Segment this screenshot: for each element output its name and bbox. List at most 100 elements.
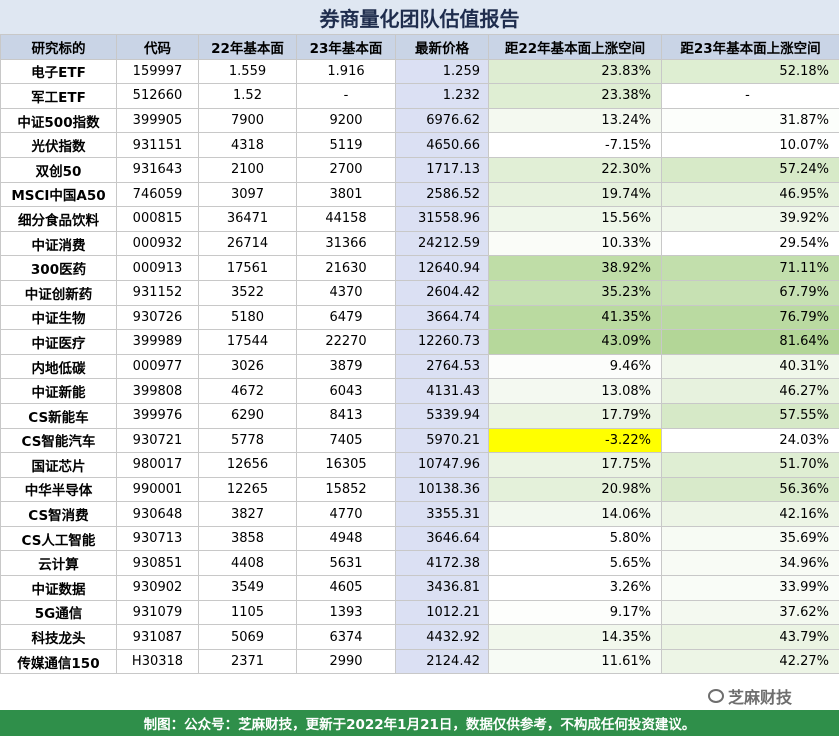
cell-upside-22: 5.65% <box>488 550 662 577</box>
header-fundamental-23: 23年基本面 <box>296 34 396 60</box>
cell-latest-price: 2586.52 <box>395 181 489 208</box>
cell-fundamental-23: 2700 <box>296 156 396 183</box>
cell-name: 中证500指数 <box>0 107 117 134</box>
cell-upside-23: 29.54% <box>661 230 839 257</box>
cell-fundamental-22: 6290 <box>198 402 297 429</box>
cell-upside-22: 10.33% <box>488 230 662 257</box>
cell-code: 000913 <box>116 255 199 281</box>
cell-name: CS新能车 <box>0 402 117 429</box>
cell-latest-price: 4650.66 <box>395 132 489 158</box>
cell-fundamental-22: 1105 <box>198 599 297 626</box>
cell-name: 细分食品饮料 <box>0 206 117 232</box>
cell-upside-22: 9.46% <box>488 353 662 380</box>
cell-latest-price: 12640.94 <box>395 255 489 281</box>
cell-latest-price: 3646.64 <box>395 525 489 552</box>
cell-upside-22: 35.23% <box>488 279 662 306</box>
cell-fundamental-22: 4408 <box>198 550 297 577</box>
cell-name: 传媒通信150 <box>0 648 117 675</box>
cell-name: 双创50 <box>0 156 117 183</box>
cell-fundamental-23: 44158 <box>296 206 396 232</box>
table-row: 中证数据 930902 3549 4605 3436.81 3.26% 33.99% <box>0 575 839 601</box>
cell-fundamental-23: 15852 <box>296 476 396 503</box>
cell-code: 399976 <box>116 402 199 429</box>
cell-latest-price: 2764.53 <box>395 353 489 380</box>
cell-code: 000977 <box>116 353 199 380</box>
cell-upside-22: 11.61% <box>488 648 662 675</box>
cell-upside-23: 10.07% <box>661 132 839 158</box>
cell-upside-23: 57.24% <box>661 156 839 183</box>
cell-code: 931152 <box>116 279 199 306</box>
cell-name: 国证芯片 <box>0 452 117 478</box>
table-row: 中证消费 000932 26714 31366 24212.59 10.33% 29.54% <box>0 230 839 257</box>
cell-fundamental-22: 17561 <box>198 255 297 281</box>
cell-code: 399905 <box>116 107 199 134</box>
cell-code: 930851 <box>116 550 199 577</box>
table-row: CS智消费 930648 3827 4770 3355.31 14.06% 42.16% <box>0 501 839 527</box>
cell-upside-22: 15.56% <box>488 206 662 232</box>
cell-upside-23: 42.16% <box>661 501 839 527</box>
cell-code: 931087 <box>116 624 199 650</box>
cell-fundamental-22: 3549 <box>198 575 297 601</box>
cell-code: H30318 <box>116 648 199 675</box>
cell-name: 中证医疗 <box>0 329 117 355</box>
cell-latest-price: 4131.43 <box>395 378 489 404</box>
table-row: CS新能车 399976 6290 8413 5339.94 17.79% 57.55% <box>0 402 839 429</box>
cell-fundamental-22: 17544 <box>198 329 297 355</box>
cell-fundamental-22: 2371 <box>198 648 297 675</box>
cell-fundamental-23: 22270 <box>296 329 396 355</box>
cell-upside-22: 38.92% <box>488 255 662 281</box>
table-row: 5G通信 931079 1105 1393 1012.21 9.17% 37.62% <box>0 599 839 626</box>
cell-name: 5G通信 <box>0 599 117 626</box>
wechat-icon <box>708 689 724 703</box>
cell-fundamental-22: 12656 <box>198 452 297 478</box>
footer-note: 制图：公众号：芝麻财技，更新于2022年1月21日，数据仅供参考，不构成任何投资… <box>0 710 839 736</box>
table-row: 中证创新药 931152 3522 4370 2604.42 35.23% 67.79% <box>0 279 839 306</box>
cell-fundamental-22: 3097 <box>198 181 297 208</box>
cell-code: 000815 <box>116 206 199 232</box>
cell-upside-22: 23.83% <box>488 58 662 85</box>
table-row: CS人工智能 930713 3858 4948 3646.64 5.80% 35.69% <box>0 525 839 552</box>
header-upside-22: 距22年基本面上涨空间 <box>488 34 662 60</box>
header-fundamental-22: 22年基本面 <box>198 34 297 60</box>
cell-upside-23: 67.79% <box>661 279 839 306</box>
cell-upside-23: 34.96% <box>661 550 839 577</box>
cell-latest-price: 4432.92 <box>395 624 489 650</box>
cell-code: 512660 <box>116 83 199 109</box>
cell-latest-price: 3436.81 <box>395 575 489 601</box>
report-title: 券商量化团队估值报告 <box>0 0 839 35</box>
cell-fundamental-22: 5180 <box>198 304 297 331</box>
cell-upside-23: 56.36% <box>661 476 839 503</box>
cell-fundamental-23: 4770 <box>296 501 396 527</box>
cell-latest-price: 2604.42 <box>395 279 489 306</box>
valuation-table: 研究标的 代码 22年基本面 23年基本面 最新价格 距22年基本面上涨空间 距… <box>0 34 839 675</box>
cell-upside-22: 20.98% <box>488 476 662 503</box>
cell-upside-22: 9.17% <box>488 599 662 626</box>
cell-upside-23: 57.55% <box>661 402 839 429</box>
cell-fundamental-22: 2100 <box>198 156 297 183</box>
table-row: 光伏指数 931151 4318 5119 4650.66 -7.15% 10.07% <box>0 132 839 158</box>
table-row: 传媒通信150 H30318 2371 2990 2124.42 11.61% 42.27% <box>0 648 839 675</box>
cell-code: 930648 <box>116 501 199 527</box>
cell-upside-22: 3.26% <box>488 575 662 601</box>
cell-code: 930721 <box>116 427 199 454</box>
cell-latest-price: 5970.21 <box>395 427 489 454</box>
cell-fundamental-23: 21630 <box>296 255 396 281</box>
table-row: 中证500指数 399905 7900 9200 6976.62 13.24% 31.87% <box>0 107 839 134</box>
table-row: 中证新能 399808 4672 6043 4131.43 13.08% 46.27% <box>0 378 839 404</box>
cell-upside-23: 76.79% <box>661 304 839 331</box>
cell-upside-23: 33.99% <box>661 575 839 601</box>
cell-code: 399808 <box>116 378 199 404</box>
cell-code: 930902 <box>116 575 199 601</box>
table-row: 科技龙头 931087 5069 6374 4432.92 14.35% 43.79% <box>0 624 839 650</box>
cell-code: 931151 <box>116 132 199 158</box>
cell-name: CS智能汽车 <box>0 427 117 454</box>
cell-latest-price: 10138.36 <box>395 476 489 503</box>
cell-fundamental-23: - <box>296 83 396 109</box>
cell-fundamental-23: 6374 <box>296 624 396 650</box>
cell-upside-23: 42.27% <box>661 648 839 675</box>
cell-fundamental-23: 3801 <box>296 181 396 208</box>
cell-upside-22: 5.80% <box>488 525 662 552</box>
table-row: 中华半导体 990001 12265 15852 10138.36 20.98% 56.36… <box>0 476 839 503</box>
cell-name: 光伏指数 <box>0 132 117 158</box>
